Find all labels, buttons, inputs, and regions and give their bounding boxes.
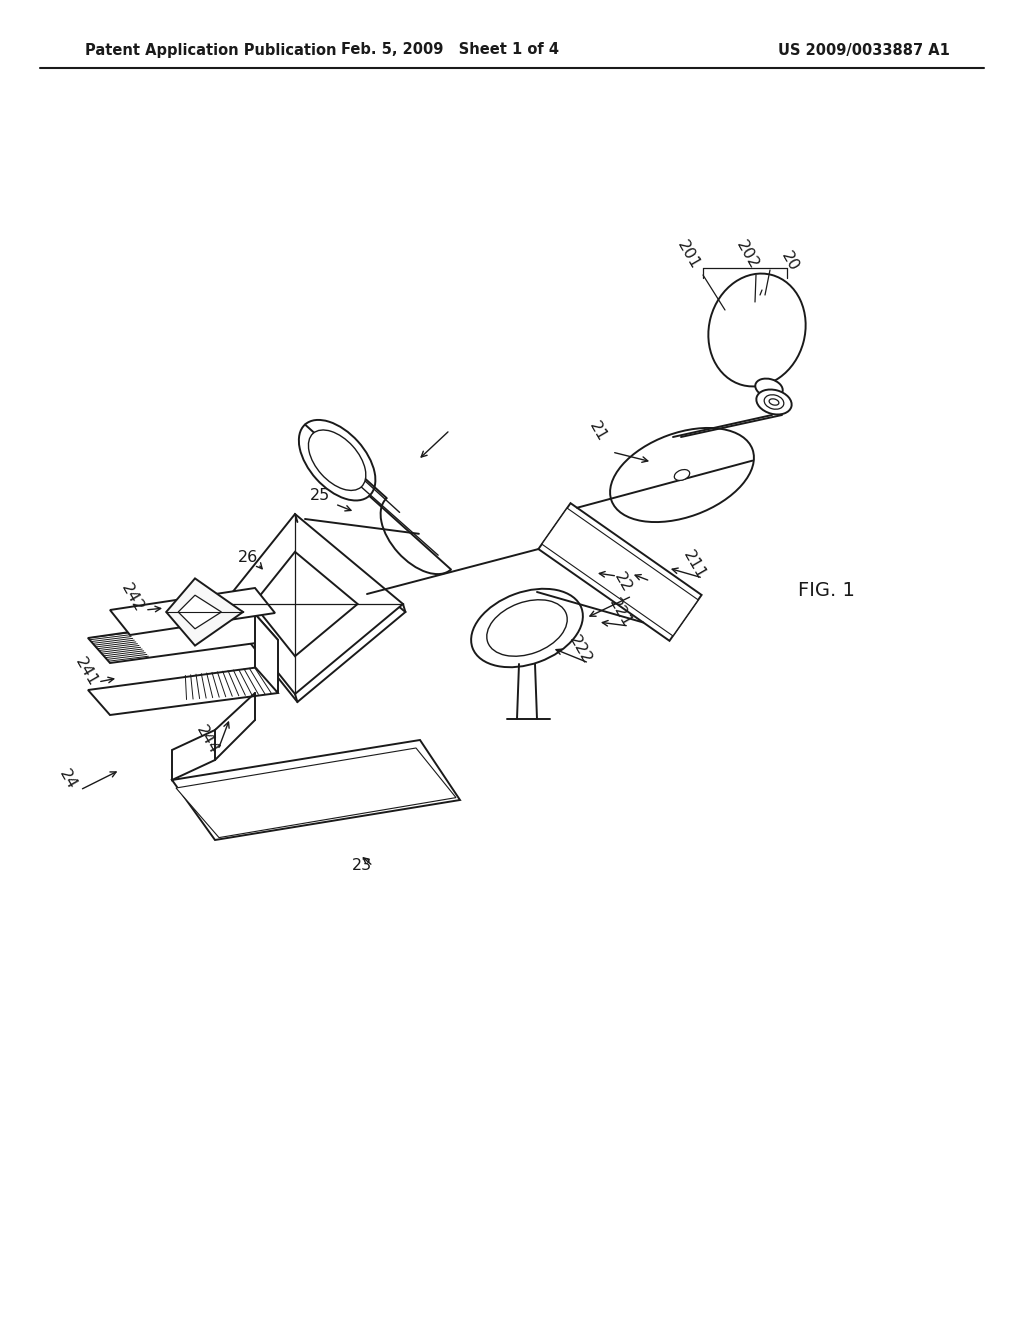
Polygon shape bbox=[255, 614, 278, 693]
Polygon shape bbox=[166, 578, 243, 645]
Ellipse shape bbox=[308, 430, 366, 491]
Text: US 2009/0033887 A1: US 2009/0033887 A1 bbox=[778, 42, 950, 58]
Text: 241: 241 bbox=[72, 655, 100, 689]
Text: 244: 244 bbox=[193, 723, 221, 756]
Ellipse shape bbox=[769, 399, 779, 405]
Polygon shape bbox=[539, 503, 701, 640]
Text: 222: 222 bbox=[566, 634, 594, 667]
Polygon shape bbox=[223, 513, 403, 694]
Text: FIG. 1: FIG. 1 bbox=[798, 581, 855, 599]
Ellipse shape bbox=[471, 589, 583, 667]
Text: 221: 221 bbox=[606, 597, 634, 630]
Text: 202: 202 bbox=[733, 238, 761, 272]
Text: 20: 20 bbox=[778, 249, 802, 275]
Text: 23: 23 bbox=[352, 858, 372, 873]
Text: 211: 211 bbox=[680, 548, 709, 582]
Ellipse shape bbox=[299, 420, 376, 500]
Text: Patent Application Publication: Patent Application Publication bbox=[85, 42, 337, 58]
Text: 24: 24 bbox=[56, 767, 80, 792]
Polygon shape bbox=[172, 741, 460, 840]
Ellipse shape bbox=[486, 599, 567, 656]
Polygon shape bbox=[88, 614, 278, 663]
Text: 201: 201 bbox=[674, 238, 702, 272]
Polygon shape bbox=[253, 552, 357, 656]
Polygon shape bbox=[542, 508, 698, 636]
Ellipse shape bbox=[674, 470, 690, 480]
Polygon shape bbox=[88, 667, 278, 715]
Polygon shape bbox=[178, 595, 221, 628]
Polygon shape bbox=[225, 521, 406, 702]
Text: 25: 25 bbox=[310, 488, 330, 503]
Text: 21: 21 bbox=[587, 420, 609, 445]
Ellipse shape bbox=[709, 273, 806, 387]
Text: 242: 242 bbox=[118, 581, 146, 615]
Ellipse shape bbox=[764, 395, 783, 409]
Ellipse shape bbox=[757, 389, 792, 414]
Text: Feb. 5, 2009   Sheet 1 of 4: Feb. 5, 2009 Sheet 1 of 4 bbox=[341, 42, 559, 58]
Polygon shape bbox=[172, 730, 215, 780]
Text: 22: 22 bbox=[611, 570, 635, 595]
Ellipse shape bbox=[756, 379, 782, 397]
Text: 26: 26 bbox=[238, 550, 258, 565]
Polygon shape bbox=[176, 748, 456, 838]
Ellipse shape bbox=[610, 428, 754, 523]
Polygon shape bbox=[110, 587, 275, 635]
